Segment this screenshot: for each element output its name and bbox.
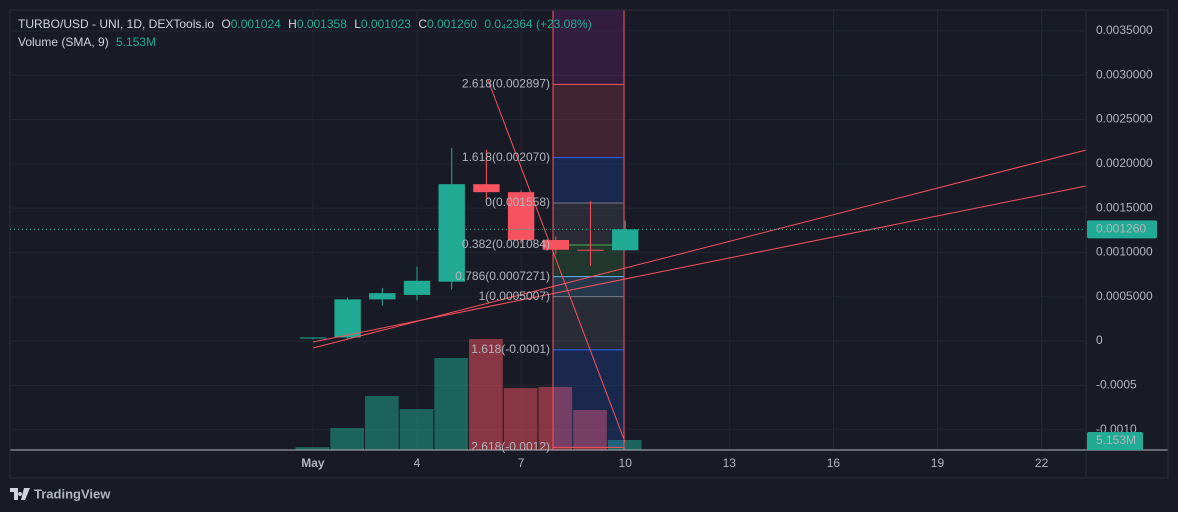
y-tick-label: 0.0035000 [1096, 23, 1153, 37]
fib-band [553, 157, 624, 203]
fib-label: 1.618(0.002070) [462, 150, 550, 164]
high: 0.001358 [297, 17, 347, 31]
candle-body [369, 293, 396, 300]
y-tick-label: 0.0010000 [1096, 245, 1153, 259]
header: TURBO/USD - UNI, 1D, DEXTools.io O0.0010… [18, 17, 592, 31]
fib-label: 1.618(-0.0001) [471, 342, 550, 356]
candle-body [334, 299, 361, 338]
volume-bar [399, 409, 434, 450]
candle-body [403, 280, 431, 295]
volume-bar [330, 428, 364, 450]
tradingview-logo: TradingView [10, 486, 111, 501]
volume-bar [503, 388, 538, 450]
y-tick-label: 0 [1096, 333, 1103, 347]
volume-title: Volume (SMA, 9) [18, 35, 109, 49]
candle-body [507, 192, 535, 241]
logo-text: TradingView [34, 486, 111, 501]
x-tick-label: 10 [619, 456, 633, 470]
fib-label: 2.618(0.002897) [462, 77, 550, 91]
volume-value: 5.153M [116, 35, 156, 49]
trend-line [487, 79, 626, 443]
x-tick-label: 4 [414, 456, 421, 470]
y-tick-label: 0.0015000 [1096, 200, 1153, 214]
fib-band [553, 296, 624, 350]
trend-line [312, 185, 1087, 343]
candle-body [438, 184, 465, 282]
candle-body [542, 240, 569, 250]
volume-bar [607, 439, 642, 450]
low: 0.001023 [361, 17, 411, 31]
symbol: TURBO/USD - UNI, 1D, DEXTools.io [18, 17, 214, 31]
fib-label: 1(0.0005007) [479, 289, 550, 303]
fib-band [553, 84, 624, 158]
fib-label: 2.618(-0.0012) [471, 440, 550, 454]
change: 0.0₄2364 (+23.08%) [484, 17, 591, 31]
fib-label: 0.786(0.0007271) [455, 269, 550, 283]
price-label: 0.001260 [1096, 222, 1146, 236]
y-tick-label: 0.0020000 [1096, 156, 1153, 170]
fib-band [553, 10, 624, 85]
x-tick-label: 19 [931, 456, 945, 470]
l-label: L [354, 17, 361, 31]
volume-bar [434, 358, 469, 450]
plot [10, 10, 1086, 450]
x-tick-label: 13 [723, 456, 737, 470]
y-tick-label: 0.0005000 [1096, 289, 1153, 303]
volume-bar [469, 338, 503, 450]
y-tick-label: 0.0025000 [1096, 112, 1153, 126]
candle-body [612, 229, 639, 251]
open: 0.001024 [231, 17, 281, 31]
volume-bar [538, 386, 573, 450]
x-tick-label: May [301, 456, 325, 470]
volume-bar [364, 396, 399, 450]
candle-body [299, 337, 327, 339]
fib-label: 0(0.001558) [485, 195, 550, 209]
frame [9, 9, 1169, 479]
volume-bar [295, 447, 330, 450]
logo-icon [10, 488, 30, 500]
y-tick-label: -0.0005 [1096, 377, 1137, 391]
trend-line [312, 149, 1087, 349]
x-tick-label: 22 [1035, 456, 1049, 470]
candle-body [473, 184, 500, 193]
volume-label-box [1087, 432, 1143, 450]
x-tick-label: 7 [518, 456, 525, 470]
o-label: O [221, 17, 230, 31]
volume-bar [573, 410, 607, 450]
c-label: C [418, 17, 427, 31]
price-label-box [1087, 220, 1157, 239]
close: 0.001260 [427, 17, 477, 31]
y-tick-label: 0.0030000 [1096, 67, 1153, 81]
fib-band [553, 349, 624, 448]
volume-label: 5.153M [1096, 433, 1136, 447]
fib-label: 0.382(0.001084) [462, 237, 550, 251]
candle-body [577, 249, 604, 251]
h-label: H [288, 17, 297, 31]
x-tick-label: 16 [827, 456, 841, 470]
volume-header: Volume (SMA, 9) 5.153M [18, 35, 156, 49]
